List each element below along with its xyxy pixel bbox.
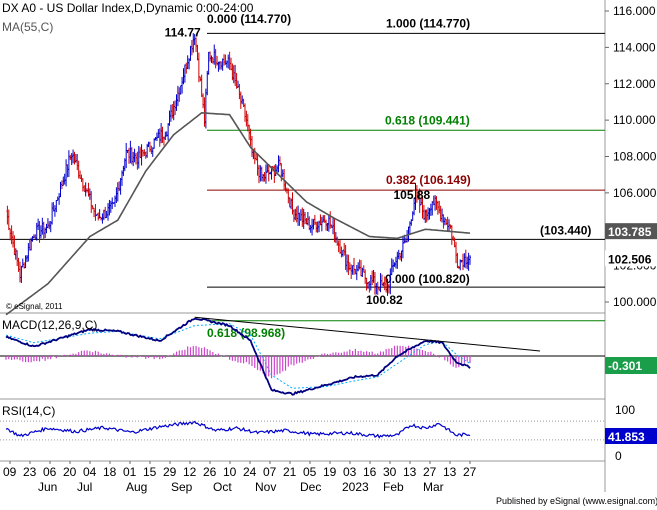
- x-month-label: 2023: [342, 480, 369, 494]
- ma-indicator-label: MA(55,C): [2, 20, 53, 34]
- rsi-tick-label: 0: [615, 449, 622, 463]
- y-tick-label: 112.000: [613, 77, 656, 91]
- current-price-tag: 102.506: [608, 252, 652, 266]
- x-day-label: 03: [343, 465, 357, 479]
- rsi-tick-label: 100: [615, 403, 635, 417]
- x-day-label: 24: [243, 465, 257, 479]
- x-day-label: 04: [83, 465, 97, 479]
- current-price-tag-bg: [605, 250, 657, 267]
- fib-level-label: 1.000 (114.770): [386, 16, 470, 30]
- macd-resistance-line: [194, 316, 541, 352]
- x-day-label: 12: [183, 465, 197, 479]
- y-tick-label: 116.000: [613, 4, 656, 18]
- ma-line: [5, 111, 471, 316]
- macd-value-tag-bg: [605, 357, 657, 374]
- x-month-label: Dec: [300, 480, 321, 494]
- rsi-line: [5, 420, 471, 439]
- x-day-label: 23: [23, 465, 37, 479]
- x-day-label: 06: [43, 465, 57, 479]
- rsi-title: RSI(14,C): [2, 404, 55, 418]
- x-day-label: 01: [123, 465, 137, 479]
- x-month-label: Nov: [255, 480, 276, 494]
- x-day-label: 20: [63, 465, 77, 479]
- footer-credit: Published by eSignal (www.esignal.com): [496, 496, 657, 506]
- x-month-label: Jul: [77, 480, 92, 494]
- x-day-label: 19: [323, 465, 337, 479]
- level-label: (103.440): [540, 223, 591, 237]
- x-day-label: 13: [443, 465, 457, 479]
- x-day-label: 21: [283, 465, 297, 479]
- x-day-label: 30: [383, 465, 397, 479]
- chart-title: DX A0 - US Dollar Index,D,Dynamic 0:00-2…: [2, 1, 254, 15]
- x-month-label: Sep: [171, 480, 193, 494]
- fib-top-annotation: 0.000 (114.770): [207, 12, 291, 26]
- y-tick-label: 110.000: [613, 113, 656, 127]
- high-annotation: 114.77: [165, 25, 201, 39]
- y-tick-label: 106.000: [613, 186, 657, 200]
- x-month-label: Oct: [213, 480, 232, 494]
- x-day-label: 09: [3, 465, 17, 479]
- rsi-value-tag-bg: [605, 428, 657, 444]
- x-month-label: Aug: [126, 480, 147, 494]
- fib-level-label: 0.000 (100.820): [385, 272, 470, 286]
- x-day-label: 16: [363, 465, 377, 479]
- y-tick-label: 108.000: [613, 150, 657, 164]
- low-annotation: 100.82: [366, 293, 403, 307]
- rsi-value-tag: 41.853: [608, 430, 645, 444]
- y-tick-label: 114.000: [613, 40, 656, 54]
- ma-price-tag-bg: [605, 223, 657, 240]
- x-day-label: 05: [303, 465, 317, 479]
- watermark: © eSignal, 2011: [6, 302, 63, 311]
- x-day-label: 27: [423, 465, 437, 479]
- title-bg: [0, 0, 200, 15]
- x-month-label: Jun: [38, 480, 57, 494]
- ma-price-tag: 103.785: [608, 225, 652, 239]
- x-day-label: 07: [263, 465, 277, 479]
- macd-line: [5, 317, 471, 396]
- fib-level-label: 0.618 (98.968): [207, 326, 285, 340]
- x-day-label: 10: [223, 465, 237, 479]
- x-day-label: 13: [403, 465, 417, 479]
- peak-annotation: 105.88: [393, 188, 430, 202]
- fib-level-label: 0.618 (109.441): [385, 113, 470, 127]
- x-day-label: 29: [163, 465, 177, 479]
- macd-value-tag: -0.301: [608, 359, 642, 373]
- x-month-label: Mar: [423, 480, 444, 494]
- fib-level-label: 0.382 (106.149): [386, 173, 471, 187]
- x-day-label: 27: [463, 465, 477, 479]
- x-day-label: 26: [203, 465, 217, 479]
- x-month-label: Feb: [383, 480, 404, 494]
- y-tick-label: 100.000: [613, 295, 657, 309]
- x-day-label: 18: [103, 465, 117, 479]
- x-day-label: 15: [143, 465, 157, 479]
- macd-title: MACD(12,26,9,C): [2, 318, 97, 332]
